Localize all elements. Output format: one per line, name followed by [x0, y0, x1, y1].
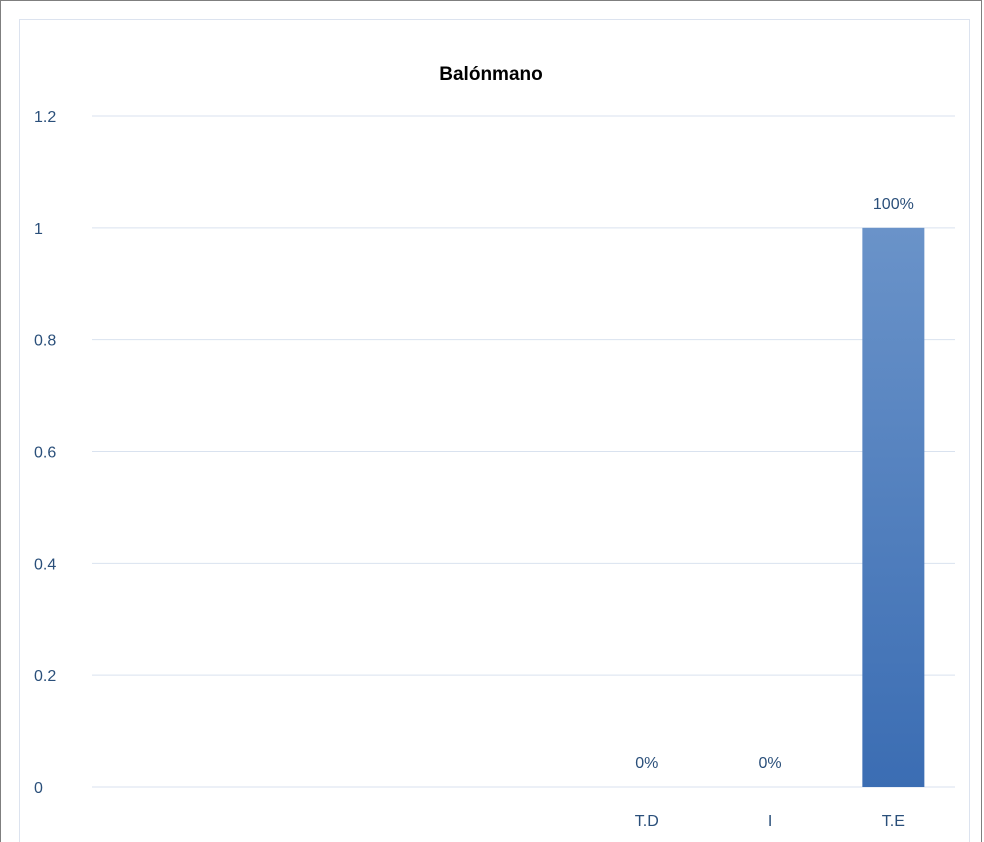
data-label: 0% — [635, 755, 658, 772]
bars — [862, 227, 925, 788]
chart-area — [19, 19, 970, 842]
y-tick-label: 0.4 — [34, 556, 56, 573]
x-tick-label: T.D — [635, 813, 659, 830]
x-axis-ticks: T.D I T.E — [635, 813, 905, 830]
bar — [862, 227, 925, 788]
gridlines — [92, 115, 955, 788]
y-tick-label: 0.6 — [34, 445, 56, 462]
y-tick-label: 1 — [34, 221, 43, 238]
chart-title: Balónmano — [439, 64, 542, 85]
x-tick-label: T.E — [882, 813, 905, 830]
y-tick-label: 0.2 — [34, 668, 56, 685]
data-labels: 0% 0% 100% — [635, 196, 914, 772]
data-label: 0% — [759, 755, 782, 772]
y-axis-ticks: 0 0.2 0.4 0.6 0.8 1 1.2 — [34, 109, 56, 797]
y-tick-label: 0.8 — [34, 333, 56, 350]
x-tick-label: I — [768, 813, 772, 830]
y-tick-label: 0 — [34, 780, 43, 797]
data-label: 100% — [873, 196, 914, 213]
y-tick-label: 1.2 — [34, 109, 56, 126]
